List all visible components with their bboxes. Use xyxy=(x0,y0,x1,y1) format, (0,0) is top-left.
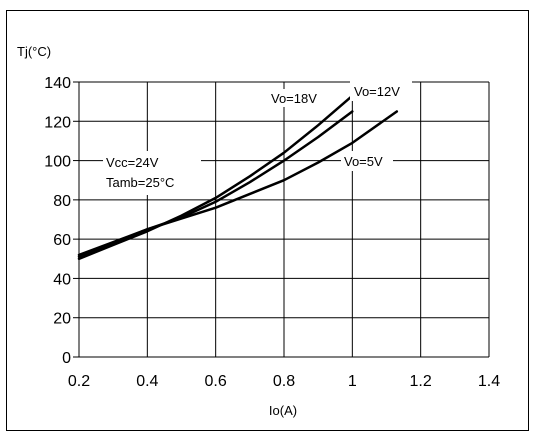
series-lines xyxy=(77,94,399,261)
label-bg-vo5 xyxy=(341,151,393,171)
series-line-vo-18v xyxy=(77,94,354,261)
x-tick-label: 0.8 xyxy=(273,373,295,390)
x-tick-label: 1 xyxy=(348,373,357,390)
x-tick-label: 0.6 xyxy=(205,373,227,390)
y-tick-label: 60 xyxy=(53,232,71,249)
y-tick-label: 20 xyxy=(53,311,71,328)
y-tick-label: 140 xyxy=(44,75,71,92)
grid xyxy=(73,81,490,358)
condition-tamb: Tamb=25°C xyxy=(106,175,174,190)
y-tick-label: 80 xyxy=(53,193,71,210)
x-tick-label: 0.4 xyxy=(136,373,158,390)
x-tick-label: 1.2 xyxy=(410,373,432,390)
y-tick-label: 100 xyxy=(44,154,71,171)
y-tick-label: 40 xyxy=(53,271,71,288)
series-line-vo-5v xyxy=(77,110,399,257)
y-axis-title: Tj(°C) xyxy=(17,44,51,59)
y-tick-label: 0 xyxy=(62,350,71,367)
label-bg-vo18 xyxy=(267,89,323,107)
series-label-vo12: Vo=12V xyxy=(354,84,400,99)
x-tick-label: 1.4 xyxy=(478,373,500,390)
series-label-vo5: Vo=5V xyxy=(344,154,383,169)
tick-labels: 0.2 0.4 0.6 0.8 1 1.2 1.4 0 20 40 60 80 100 120 140 xyxy=(44,75,500,390)
y-tick-label: 120 xyxy=(44,114,71,131)
chart-svg: 0.2 0.4 0.6 0.8 1 1.2 1.4 0 20 40 60 80 100 120 140 Tj… xyxy=(17,44,500,418)
chart-frame: 0.2 0.4 0.6 0.8 1 1.2 1.4 0 20 40 60 80 100 120 140 Tj… xyxy=(6,10,529,431)
condition-vcc: Vcc=24V xyxy=(106,155,159,170)
series-label-vo18: Vo=18V xyxy=(271,91,317,106)
x-axis-title: Io(A) xyxy=(269,403,297,418)
label-bg-vo12 xyxy=(350,81,412,101)
x-tick-label: 0.2 xyxy=(68,373,90,390)
conditions-label-background xyxy=(103,151,201,195)
